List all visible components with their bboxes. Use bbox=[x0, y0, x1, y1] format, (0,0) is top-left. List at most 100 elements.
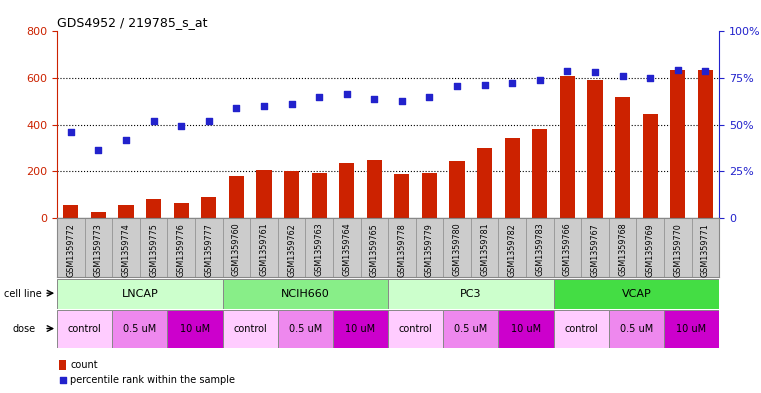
Bar bbox=[119, 205, 134, 218]
Point bbox=[423, 94, 435, 100]
Bar bbox=[146, 200, 161, 218]
Bar bbox=[57, 310, 113, 348]
Text: NCIH660: NCIH660 bbox=[281, 289, 330, 299]
Point bbox=[451, 83, 463, 90]
Point bbox=[341, 91, 353, 97]
Text: GSM1359775: GSM1359775 bbox=[149, 223, 158, 277]
Text: GSM1359782: GSM1359782 bbox=[508, 223, 517, 277]
Bar bbox=[670, 70, 686, 218]
Bar bbox=[664, 310, 719, 348]
Text: PC3: PC3 bbox=[460, 289, 482, 299]
Text: GSM1359762: GSM1359762 bbox=[287, 223, 296, 277]
Text: control: control bbox=[399, 324, 432, 334]
Text: GSM1359765: GSM1359765 bbox=[370, 223, 379, 277]
Text: 10 uM: 10 uM bbox=[677, 324, 707, 334]
Bar bbox=[609, 310, 664, 348]
Bar bbox=[222, 279, 388, 309]
Point bbox=[368, 96, 380, 102]
Point bbox=[175, 123, 187, 129]
Bar bbox=[201, 197, 216, 218]
Bar bbox=[553, 279, 719, 309]
Bar bbox=[311, 173, 326, 218]
Text: GSM1359776: GSM1359776 bbox=[177, 223, 186, 277]
Point bbox=[396, 98, 408, 105]
Text: GSM1359783: GSM1359783 bbox=[535, 223, 544, 276]
Text: GSM1359770: GSM1359770 bbox=[673, 223, 683, 277]
Bar bbox=[388, 279, 553, 309]
Text: GSM1359771: GSM1359771 bbox=[701, 223, 710, 277]
Point bbox=[562, 68, 574, 74]
Bar bbox=[222, 310, 278, 348]
Text: 10 uM: 10 uM bbox=[345, 324, 376, 334]
Bar bbox=[333, 310, 388, 348]
Text: GSM1359767: GSM1359767 bbox=[591, 223, 600, 277]
Bar bbox=[443, 310, 498, 348]
Point bbox=[506, 80, 518, 86]
Text: GSM1359780: GSM1359780 bbox=[453, 223, 462, 276]
Bar bbox=[59, 360, 65, 369]
Point bbox=[313, 94, 325, 100]
Text: GSM1359764: GSM1359764 bbox=[342, 223, 352, 276]
Bar bbox=[63, 205, 78, 218]
Text: 0.5 uM: 0.5 uM bbox=[454, 324, 488, 334]
Point bbox=[285, 101, 298, 107]
Text: 0.5 uM: 0.5 uM bbox=[123, 324, 157, 334]
Text: cell line: cell line bbox=[4, 288, 42, 299]
Text: GSM1359777: GSM1359777 bbox=[204, 223, 213, 277]
Text: GSM1359774: GSM1359774 bbox=[122, 223, 131, 277]
Bar bbox=[174, 203, 189, 218]
Text: GSM1359763: GSM1359763 bbox=[314, 223, 323, 276]
Point bbox=[258, 103, 270, 109]
Text: GSM1359781: GSM1359781 bbox=[480, 223, 489, 276]
Bar bbox=[394, 174, 409, 218]
Bar bbox=[229, 176, 244, 218]
Bar bbox=[560, 76, 575, 218]
Text: control: control bbox=[68, 324, 101, 334]
Point bbox=[92, 147, 104, 154]
Text: GSM1359773: GSM1359773 bbox=[94, 223, 103, 277]
Bar bbox=[698, 70, 713, 218]
Point bbox=[202, 118, 215, 125]
Text: GSM1359778: GSM1359778 bbox=[397, 223, 406, 277]
Bar bbox=[367, 160, 382, 218]
Bar bbox=[532, 129, 547, 218]
Text: GDS4952 / 219785_s_at: GDS4952 / 219785_s_at bbox=[57, 16, 208, 29]
Point bbox=[479, 82, 491, 88]
Bar bbox=[642, 114, 658, 218]
Point bbox=[589, 69, 601, 75]
Text: GSM1359760: GSM1359760 bbox=[232, 223, 241, 276]
Text: 10 uM: 10 uM bbox=[511, 324, 541, 334]
Bar bbox=[505, 138, 520, 218]
Text: LNCAP: LNCAP bbox=[122, 289, 158, 299]
Bar bbox=[477, 148, 492, 218]
Point bbox=[533, 77, 546, 84]
Text: VCAP: VCAP bbox=[622, 289, 651, 299]
Text: control: control bbox=[234, 324, 267, 334]
Bar bbox=[91, 212, 106, 218]
Point bbox=[148, 118, 160, 125]
Point bbox=[231, 105, 243, 112]
Point bbox=[644, 75, 656, 81]
Bar bbox=[339, 163, 355, 218]
Text: 0.5 uM: 0.5 uM bbox=[288, 324, 322, 334]
Bar bbox=[553, 310, 609, 348]
Text: GSM1359768: GSM1359768 bbox=[618, 223, 627, 276]
Text: percentile rank within the sample: percentile rank within the sample bbox=[70, 375, 235, 385]
Point bbox=[672, 67, 684, 73]
Text: GSM1359769: GSM1359769 bbox=[645, 223, 654, 277]
Bar bbox=[498, 310, 553, 348]
Text: GSM1359779: GSM1359779 bbox=[425, 223, 434, 277]
Point bbox=[65, 129, 77, 135]
Bar bbox=[450, 161, 465, 218]
Text: 0.5 uM: 0.5 uM bbox=[619, 324, 653, 334]
Bar bbox=[113, 310, 167, 348]
Bar bbox=[422, 173, 437, 218]
Point bbox=[120, 137, 132, 143]
Bar bbox=[284, 171, 299, 218]
Point bbox=[699, 68, 712, 74]
Bar bbox=[167, 310, 222, 348]
Text: GSM1359772: GSM1359772 bbox=[66, 223, 75, 277]
Text: dose: dose bbox=[13, 324, 36, 334]
Text: 10 uM: 10 uM bbox=[180, 324, 210, 334]
Bar bbox=[278, 310, 333, 348]
